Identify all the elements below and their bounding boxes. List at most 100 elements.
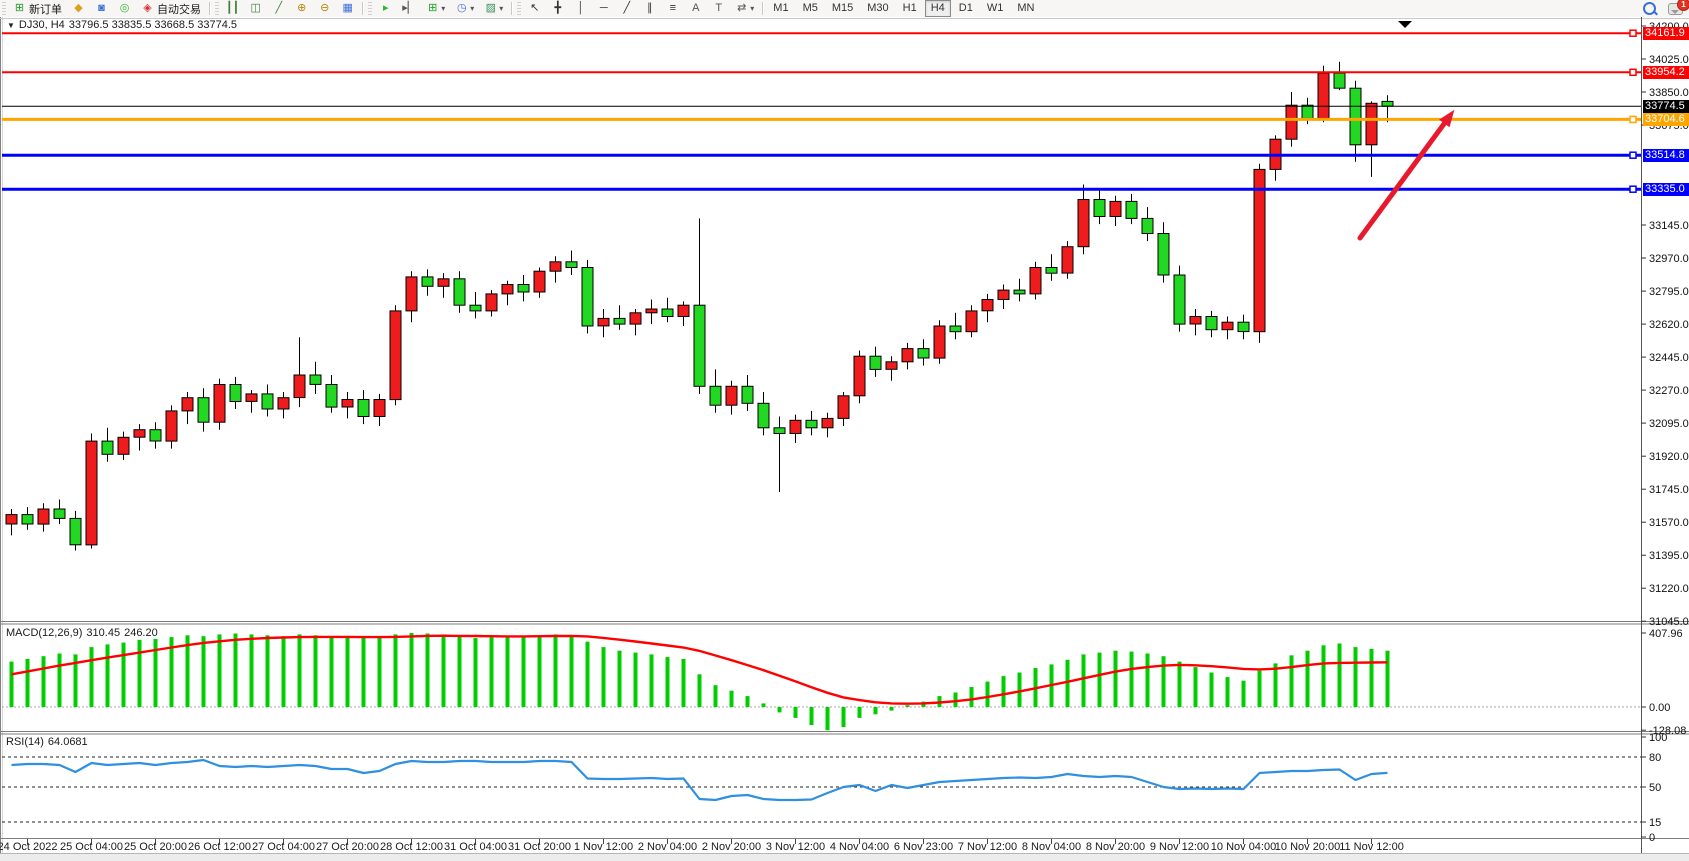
svg-text:33145.0: 33145.0 xyxy=(1649,220,1689,232)
templates-button[interactable]: ▨ ▾ xyxy=(480,0,507,17)
candlestick-chart-button[interactable]: ◫ xyxy=(245,0,266,17)
fibonacci-button[interactable]: ≡ xyxy=(662,0,683,17)
fibonacci-icon: ≡ xyxy=(669,2,676,14)
timeframe-h1-button[interactable]: H1 xyxy=(902,2,917,14)
toolbar-drag-handle[interactable] xyxy=(517,2,522,15)
signals-icon[interactable]: ◎ xyxy=(114,0,135,17)
toolbar-drag-handle[interactable] xyxy=(2,2,6,15)
trend-arrow-annotation[interactable] xyxy=(1357,109,1455,241)
rsi-value: 64.0681 xyxy=(47,736,88,748)
zoom-in-button[interactable]: ⊕ xyxy=(291,0,312,17)
cursor-button[interactable]: ↖ xyxy=(524,0,545,17)
macd-legend: MACD(12,26,9) 310.45 246.20 xyxy=(6,627,162,639)
horizontal-line-icon: ─ xyxy=(599,2,608,14)
svg-text:25 Oct 20:00: 25 Oct 20:00 xyxy=(124,841,187,853)
macd-main-value: 310.45 xyxy=(86,627,121,639)
svg-text:31045.0: 31045.0 xyxy=(1649,616,1689,628)
channel-icon: ∥ xyxy=(647,2,653,14)
text-label-button[interactable]: T xyxy=(708,0,729,17)
svg-text:34025.0: 34025.0 xyxy=(1649,54,1689,66)
toolbar-drag-handle[interactable] xyxy=(215,2,219,15)
vertical-line-icon: │ xyxy=(577,2,585,14)
time-axis[interactable]: 24 Oct 2022 25 Oct 04:00 25 Oct 20:00 26 Oc… xyxy=(0,839,1404,853)
signals-icon: ◎ xyxy=(119,2,130,14)
indicators-button[interactable]: ⊞ ▾ xyxy=(422,0,449,17)
timeframe-mn-button[interactable]: MN xyxy=(1017,2,1035,14)
text-label-icon: T xyxy=(715,2,723,14)
periods-icon: ◷ xyxy=(456,2,467,14)
symbol-dropdown-icon[interactable]: ▼ xyxy=(7,21,15,30)
chart-canvas[interactable]: 34200.034025.033850.033675.033145.032970… xyxy=(0,17,1689,861)
toolbar-separator xyxy=(209,2,210,15)
search-icon[interactable] xyxy=(1643,2,1656,15)
notifications-button[interactable]: 1 xyxy=(1668,0,1689,15)
arrows-button[interactable]: ⇄ ▾ xyxy=(731,0,758,17)
zoom-out-button[interactable]: ⊖ xyxy=(314,0,335,17)
resistance-line-1-badge: 34161.9 xyxy=(1643,27,1689,40)
macd-label: MACD(12,26,9) xyxy=(6,627,83,639)
support-line-1-badge: 33514.8 xyxy=(1643,149,1689,162)
svg-text:407.96: 407.96 xyxy=(1649,628,1683,640)
trendline-icon: ╱ xyxy=(623,2,631,14)
svg-text:0.00: 0.00 xyxy=(1649,702,1670,714)
tile-windows-button[interactable]: ▦ xyxy=(337,0,358,17)
horizontal-lines[interactable] xyxy=(2,29,1641,193)
rsi-label: RSI(14) xyxy=(6,736,44,748)
text-button[interactable]: A xyxy=(685,0,706,17)
horizontal-line-button[interactable]: ─ xyxy=(593,0,614,17)
market-watch-icon[interactable]: ◆ xyxy=(68,0,89,17)
notification-badge: 1 xyxy=(1677,0,1689,11)
svg-text:2 Nov 04:00: 2 Nov 04:00 xyxy=(638,841,697,853)
chart-window[interactable]: 34200.034025.033850.033675.033145.032970… xyxy=(0,17,1689,861)
zoom-in-icon: ⊕ xyxy=(297,2,307,14)
chart-shift-button[interactable]: ▸▏ xyxy=(398,0,420,17)
symbol-period-label: DJ30, H4 xyxy=(18,19,65,31)
toolbar: ⊞ 新订单 ◆ ◙ ◎ ◈ 自动交易 ┃┃ ◫ ╱ ⊕ ⊖ ▦ ▸ ▸▏ ⊞ ▾ ◷ ▾ ▨ ▾ ↖ ╋ │ ─ ╱ ∥ ≡ A T ⇄ ▾ M… xyxy=(0,0,1689,18)
toolbar-drag-handle[interactable] xyxy=(368,2,373,15)
vertical-line-button[interactable]: │ xyxy=(570,0,591,17)
price-axis[interactable]: 34200.034025.033850.033675.033145.032970… xyxy=(1641,21,1689,628)
svg-text:32970.0: 32970.0 xyxy=(1649,253,1689,265)
svg-text:31920.0: 31920.0 xyxy=(1649,451,1689,463)
bar-chart-button[interactable]: ┃┃ xyxy=(222,0,243,17)
rsi-panel[interactable]: 100 80 50 15 0 xyxy=(2,732,1667,844)
timeframe-m5-button[interactable]: M5 xyxy=(802,2,818,14)
support-line-2-badge: 33335.0 xyxy=(1643,183,1689,196)
text-icon: A xyxy=(692,2,700,14)
timeframe-m15-button[interactable]: M15 xyxy=(831,2,854,14)
svg-text:25 Oct 04:00: 25 Oct 04:00 xyxy=(60,841,123,853)
candlestick-series xyxy=(5,61,1394,551)
channel-button[interactable]: ∥ xyxy=(639,0,660,17)
timeframe-w1-button[interactable]: W1 xyxy=(986,2,1004,14)
timeframe-d1-button[interactable]: D1 xyxy=(958,2,973,14)
svg-text:31 Oct 04:00: 31 Oct 04:00 xyxy=(444,841,507,853)
svg-text:31220.0: 31220.0 xyxy=(1649,583,1689,595)
timeframe-m30-button[interactable]: M30 xyxy=(867,2,889,14)
macd-panel[interactable]: 407.96 0.00 -128.08 xyxy=(2,628,1686,737)
indicators-icon: ⊞ xyxy=(428,2,438,14)
periods-button[interactable]: ◷ ▾ xyxy=(451,0,478,17)
timeframe-h4-button[interactable]: H4 xyxy=(924,0,951,17)
svg-text:80: 80 xyxy=(1649,752,1661,764)
resistance-line-2-badge: 33954.2 xyxy=(1643,66,1689,79)
auto-trading-button-label: 自动交易 xyxy=(157,3,201,16)
pivot-line-orange-badge: 33704.6 xyxy=(1643,113,1689,126)
new-order-button[interactable]: ⊞ 新订单 xyxy=(9,0,66,17)
data-window-icon[interactable]: ◙ xyxy=(91,0,112,17)
auto-trading-icon: ◈ xyxy=(143,2,152,14)
trendline-button[interactable]: ╱ xyxy=(616,0,637,17)
svg-text:27 Oct 04:00: 27 Oct 04:00 xyxy=(252,841,315,853)
crosshair-button[interactable]: ╋ xyxy=(547,0,568,17)
macd-signal-value: 246.20 xyxy=(124,627,158,639)
market-watch-icon: ◆ xyxy=(74,2,83,14)
chevron-down-icon: ▾ xyxy=(499,4,504,13)
line-chart-icon: ╱ xyxy=(275,2,283,14)
auto-scroll-button[interactable]: ▸ xyxy=(375,0,396,17)
toolbar-separator xyxy=(362,2,364,15)
auto-trading-button[interactable]: ◈ 自动交易 xyxy=(137,0,205,17)
chart-shift-marker[interactable] xyxy=(1398,21,1412,28)
timeframe-m1-button[interactable]: M1 xyxy=(773,2,789,14)
line-chart-button[interactable]: ╱ xyxy=(268,0,289,17)
svg-text:32620.0: 32620.0 xyxy=(1649,319,1689,331)
